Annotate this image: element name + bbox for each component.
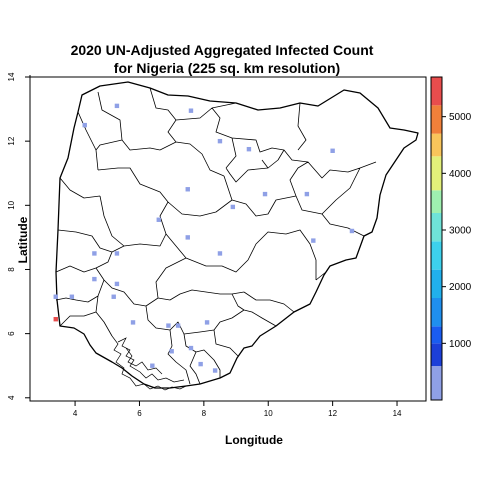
- data-point: [262, 191, 268, 197]
- colorbar-band: [431, 343, 442, 366]
- colorbar-band: [431, 213, 442, 242]
- data-point: [311, 238, 316, 243]
- y-axis: 4 6 8 10 12 14: [7, 72, 31, 400]
- data-point: [130, 320, 136, 325]
- data-point: [198, 361, 203, 367]
- x-tick-label: 6: [137, 409, 142, 418]
- colorbar-band: [431, 326, 442, 344]
- data-point: [114, 251, 120, 256]
- data-point: [230, 204, 236, 210]
- niger-delta: [111, 335, 187, 391]
- data-point: [212, 368, 218, 373]
- data-point: [175, 323, 181, 328]
- data-point: [53, 294, 58, 299]
- y-tick-label: 4: [7, 395, 16, 400]
- colorbar-band: [431, 190, 442, 213]
- colorbar-ticks: 1000 2000 3000 4000 5000: [442, 112, 472, 350]
- data-points: [53, 103, 355, 373]
- plot-frame: [29, 76, 427, 402]
- data-point: [114, 281, 120, 287]
- y-tick-label: 10: [7, 200, 16, 209]
- x-tick-label: 4: [73, 409, 78, 418]
- colorbar-frame: [430, 76, 443, 401]
- colorbar-band: [431, 241, 442, 270]
- data-point: [69, 294, 75, 299]
- state-boundaries: [55, 87, 377, 385]
- colorbar-band: [431, 366, 442, 400]
- y-tick-label: 14: [7, 72, 16, 81]
- x-axis-label: Longitude: [225, 433, 283, 447]
- data-point: [204, 320, 210, 325]
- x-tick-label: 14: [393, 409, 402, 418]
- data-point: [150, 363, 155, 368]
- data-point: [304, 191, 310, 197]
- data-point: [156, 217, 161, 222]
- data-point: [53, 316, 58, 322]
- y-tick-label: 12: [7, 136, 16, 145]
- data-point: [166, 323, 171, 328]
- data-point: [330, 148, 335, 153]
- data-point: [349, 228, 355, 234]
- nigeria-map: [55, 81, 419, 391]
- y-axis-label: Latitude: [16, 216, 30, 263]
- data-point: [217, 251, 223, 256]
- colorbar-tick-label: 5000: [449, 112, 472, 123]
- data-point: [92, 251, 97, 256]
- data-point: [246, 146, 252, 152]
- colorbar-tick-label: 3000: [449, 226, 472, 237]
- data-point: [217, 138, 223, 144]
- data-point: [188, 108, 194, 113]
- title-line-1: 2020 UN-Adjusted Aggregated Infected Cou…: [71, 42, 374, 58]
- data-point: [169, 349, 174, 354]
- y-tick-label: 8: [7, 267, 16, 272]
- data-point: [188, 345, 194, 351]
- title-line-2: for Nigeria (225 sq. km resolution): [114, 60, 340, 76]
- data-point: [92, 276, 97, 282]
- data-point: [114, 103, 120, 109]
- data-point: [185, 235, 190, 240]
- data-point: [82, 122, 87, 128]
- x-tick-label: 12: [328, 409, 337, 418]
- colorbar: [431, 77, 442, 400]
- colorbar-tick-label: 2000: [449, 282, 472, 293]
- colorbar-tick-label: 4000: [449, 169, 472, 180]
- x-tick-label: 10: [264, 409, 273, 418]
- x-tick-label: 8: [202, 409, 207, 418]
- colorbar-band: [431, 156, 442, 191]
- y-tick-label: 6: [7, 331, 16, 336]
- data-point: [111, 294, 116, 299]
- colorbar-band: [431, 269, 442, 298]
- colorbar-band: [431, 133, 442, 157]
- colorbar-band: [431, 298, 442, 327]
- x-axis: 4 6 8 10 12 14: [70, 400, 402, 418]
- colorbar-tick-label: 1000: [449, 339, 472, 350]
- data-point: [185, 187, 190, 192]
- country-outline: [55, 81, 419, 389]
- colorbar-band: [431, 105, 442, 134]
- colorbar-band: [431, 77, 442, 106]
